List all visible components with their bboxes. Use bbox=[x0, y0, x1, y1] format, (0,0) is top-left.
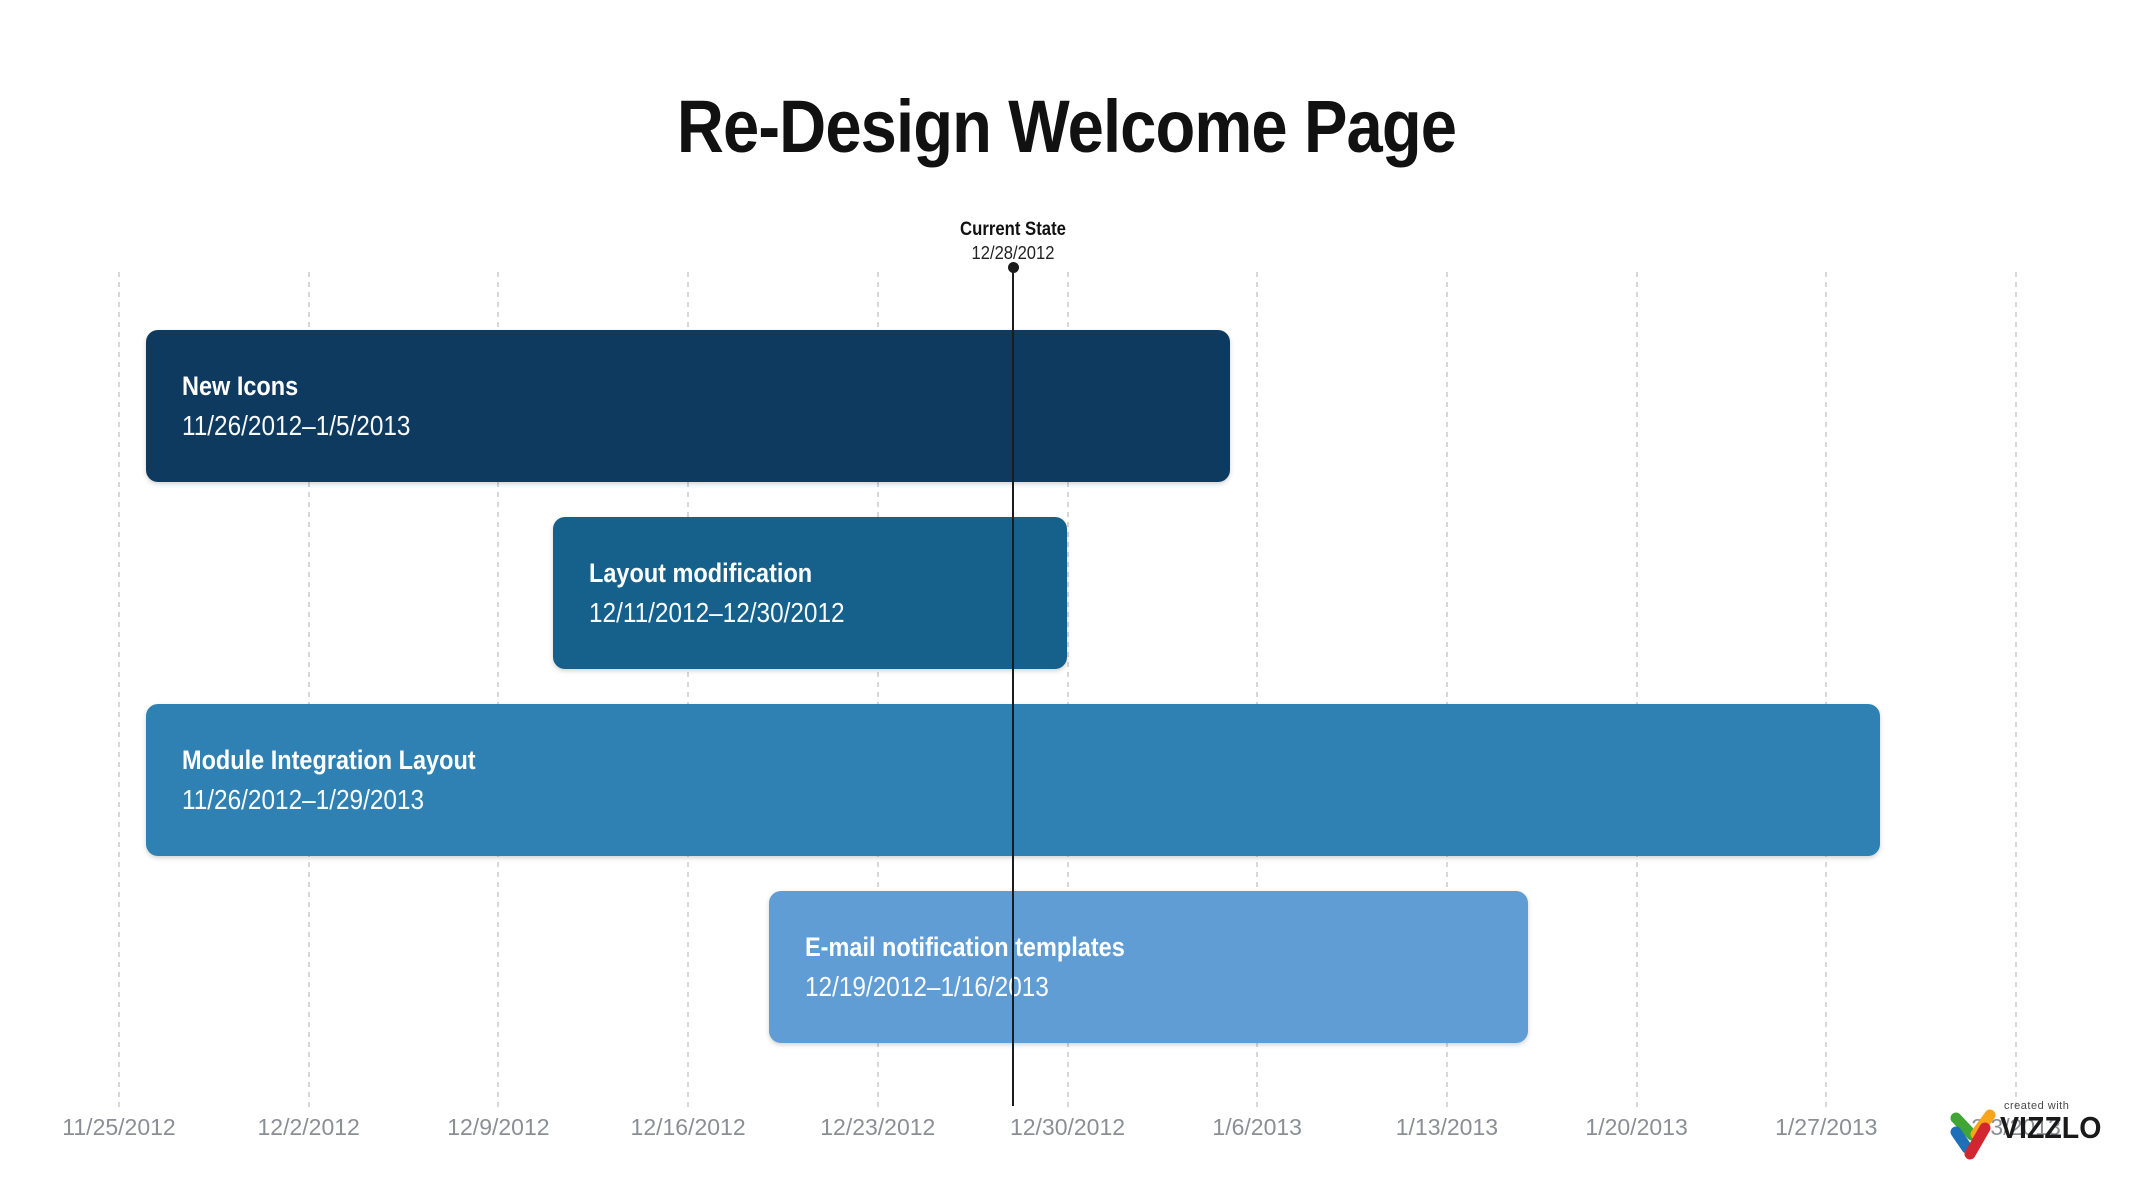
marker-date: 12/28/2012 bbox=[971, 243, 1055, 263]
task-date-range: 12/11/2012–12/30/2012 bbox=[588, 597, 845, 628]
gridline bbox=[687, 272, 690, 1108]
task-name: E-mail notification templates bbox=[805, 932, 1126, 962]
task-date-range: 11/26/2012–1/29/2013 bbox=[182, 784, 425, 815]
created-with-label: created with bbox=[2004, 1100, 2070, 1112]
axis-tick-label: 12/9/2012 bbox=[447, 1114, 550, 1140]
gridline bbox=[1445, 272, 1448, 1108]
axis-tick-label: 11/25/2012 bbox=[62, 1114, 176, 1140]
gridline bbox=[307, 272, 310, 1108]
axis-tick-label: 1/20/2013 bbox=[1585, 1114, 1688, 1140]
task-date-range: 12/19/2012–1/16/2013 bbox=[805, 971, 1050, 1002]
gridline bbox=[1635, 272, 1638, 1108]
axis-tick-label: 1/27/2013 bbox=[1775, 1114, 1878, 1140]
axis-tick-label: 12/2/2012 bbox=[257, 1114, 360, 1140]
marker-line bbox=[1012, 267, 1015, 1106]
task-name: Layout modification bbox=[588, 558, 812, 588]
axis-tick-label: 12/16/2012 bbox=[630, 1114, 746, 1140]
gridline bbox=[876, 272, 879, 1108]
task-name: New Icons bbox=[182, 371, 299, 401]
axis-tick-label: 12/30/2012 bbox=[1009, 1114, 1126, 1140]
vizzlo-logo[interactable]: created with VIZZLO bbox=[1948, 1100, 2110, 1162]
marker-label: Current State bbox=[960, 219, 1067, 240]
gridline bbox=[1066, 272, 1069, 1108]
axis-tick-label: 1/13/2013 bbox=[1395, 1114, 1499, 1140]
vizzlo-wordmark: created with VIZZLO bbox=[2000, 1100, 2110, 1143]
brand-name: VIZZLO bbox=[2000, 1110, 2102, 1145]
task-bar-e-mail-notification-templates[interactable]: E-mail notification templates 12/19/2012–… bbox=[769, 891, 1529, 1043]
task-name: Module Integration Layout bbox=[182, 745, 476, 775]
gridline bbox=[1256, 272, 1259, 1108]
task-bar-new-icons[interactable]: New Icons 11/26/2012–1/5/2013 bbox=[146, 330, 1231, 482]
gridline bbox=[1825, 272, 1828, 1108]
gridline bbox=[497, 272, 500, 1108]
task-bar-layout-modification[interactable]: Layout modification 12/11/2012–12/30/2012 bbox=[552, 517, 1068, 669]
gridline bbox=[2015, 272, 2017, 1108]
axis-tick-label: 12/23/2012 bbox=[820, 1114, 936, 1140]
task-date-range: 11/26/2012–1/5/2013 bbox=[182, 410, 411, 441]
gridline bbox=[118, 272, 120, 1108]
axis-tick-label: 1/6/2013 bbox=[1212, 1114, 1302, 1140]
vizzlo-mark-icon bbox=[1950, 1109, 1996, 1160]
chart-title: Re-Design Welcome Page bbox=[676, 85, 1457, 168]
